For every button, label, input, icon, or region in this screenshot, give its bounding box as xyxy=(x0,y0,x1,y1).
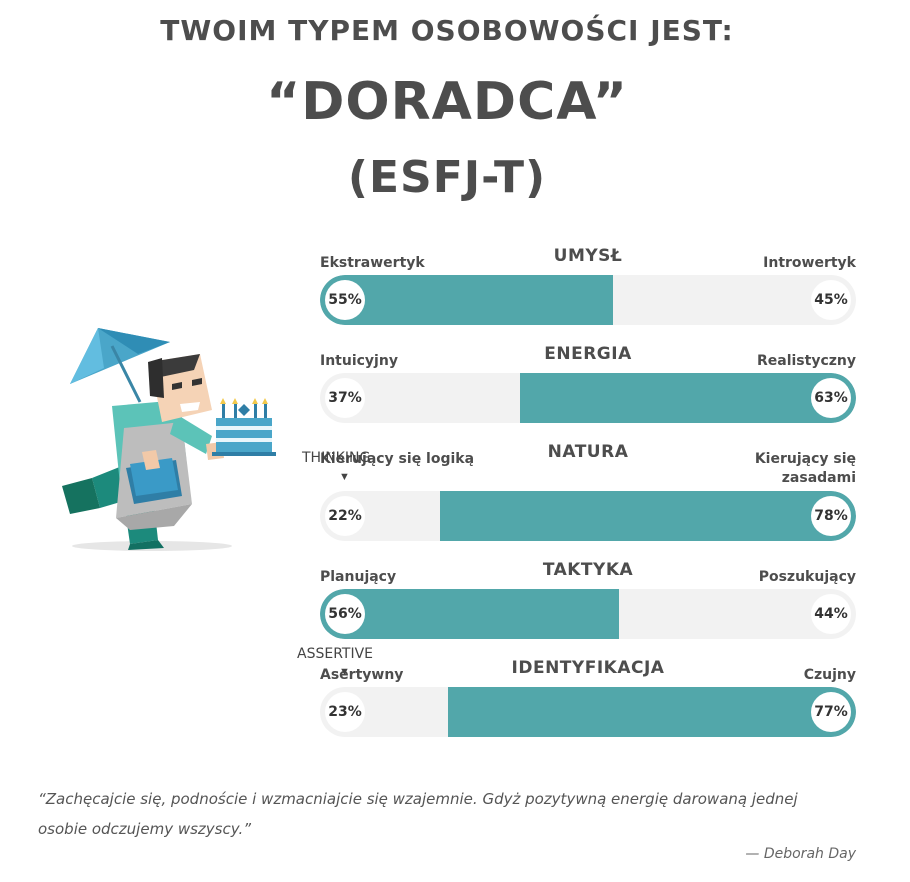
trait-bar-fill xyxy=(520,373,856,423)
trait-heading: UMYSŁ xyxy=(553,246,623,266)
thinking-marker-label: THINKING xyxy=(302,450,371,466)
advisor-illustration xyxy=(62,328,276,551)
trait-bar-fill xyxy=(320,275,613,325)
trait-right-percent: 45% xyxy=(811,280,851,320)
trait-heading: IDENTYFIKACJA xyxy=(511,658,665,678)
quote-author: — Deborah Day xyxy=(745,846,856,862)
trait-left-percent: 55% xyxy=(325,280,365,320)
quote-text: “Zachęcajcie się, podnoście i wzmacniajc… xyxy=(38,790,798,838)
trait-bar: 23% 77% xyxy=(320,687,856,737)
personality-type-name: “DORADCA” xyxy=(266,72,628,132)
result-kicker: TWOIM TYPEM OSOBOWOŚCI JEST: xyxy=(160,14,734,47)
down-triangle-icon: ▼ xyxy=(339,666,350,678)
trait-right-label: Czujny xyxy=(803,667,856,683)
trait-left-label: Asertywny xyxy=(320,667,404,683)
trait-identity: IDENTYFIKACJA Asertywny Czujny 23% 77% xyxy=(320,658,856,778)
trait-left-label: Ekstrawertyk xyxy=(320,255,425,271)
trait-bar: 37% 63% xyxy=(320,373,856,423)
trait-right-label: Kierujący się zasadami xyxy=(754,451,856,486)
trait-left-label: Planujący xyxy=(320,569,397,585)
assertive-marker-label: ASSERTIVE xyxy=(297,646,374,662)
trait-bar: 22% 78% xyxy=(320,491,856,541)
trait-right-label: Introwertyk xyxy=(763,255,856,271)
trait-bar: 56% 44% xyxy=(320,589,856,639)
trait-left-percent: 23% xyxy=(325,692,365,732)
trait-left-percent: 22% xyxy=(325,496,365,536)
trait-tactics: TAKTYKA Planujący Poszukujący 56% 44% xyxy=(320,560,856,680)
trait-heading: TAKTYKA xyxy=(542,560,634,580)
trait-bar-fill xyxy=(448,687,856,737)
trait-right-percent: 63% xyxy=(811,378,851,418)
trait-bar-fill xyxy=(320,589,619,639)
trait-right-label: Poszukujący xyxy=(758,569,856,585)
trait-energy: ENERGIA Intuicyjny Realistyczny 37% 63% xyxy=(320,344,856,464)
trait-left-percent: 56% xyxy=(325,594,365,634)
trait-heading: ENERGIA xyxy=(544,344,632,364)
trait-right-percent: 44% xyxy=(811,594,851,634)
trait-heading: NATURA xyxy=(547,442,629,462)
trait-right-percent: 78% xyxy=(811,496,851,536)
trait-left-percent: 37% xyxy=(325,378,365,418)
trait-nature: NATURA Kierujący się logiką Kierujący si… xyxy=(320,442,856,562)
personality-type-code: (ESFJ-T) xyxy=(347,152,547,203)
trait-left-label: Kierujący się logiką xyxy=(320,451,475,467)
trait-right-label: Realistyczny xyxy=(756,353,856,369)
trait-bar-fill xyxy=(440,491,856,541)
trait-left-label: Intuicyjny xyxy=(320,353,398,369)
trait-right-percent: 77% xyxy=(811,692,851,732)
trait-bar: 55% 45% xyxy=(320,275,856,325)
down-triangle-icon: ▼ xyxy=(339,471,350,483)
trait-mind: UMYSŁ Ekstrawertyk Introwertyk 55% 45% xyxy=(320,246,856,366)
